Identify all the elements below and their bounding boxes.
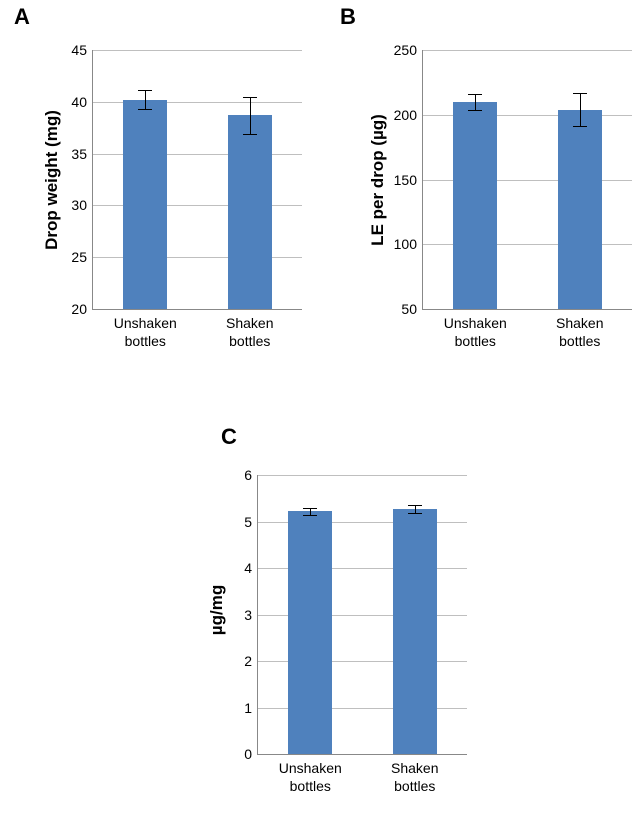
ytick-label: 250	[394, 42, 423, 58]
panel-c-label: C	[221, 424, 237, 450]
ytick-label: 6	[244, 467, 258, 483]
panel-b-plot: 50100150200250UnshakenbottlesShakenbottl…	[422, 50, 632, 310]
ytick-label: 20	[71, 301, 93, 317]
panel-a-plot: 202530354045UnshakenbottlesShakenbottles	[92, 50, 302, 310]
panel-c: C µg/mg 0123456UnshakenbottlesShakenbott…	[165, 420, 485, 820]
ytick-label: 200	[394, 107, 423, 123]
panel-c-ylabel: µg/mg	[207, 530, 227, 690]
xtick-label: Unshakenbottles	[258, 754, 363, 795]
ytick-label: 3	[244, 607, 258, 623]
ytick-label: 35	[71, 146, 93, 162]
bar	[228, 115, 272, 309]
ytick-label: 40	[71, 94, 93, 110]
xtick-label: Shakenbottles	[198, 309, 303, 350]
bar	[453, 102, 497, 309]
ytick-label: 100	[394, 236, 423, 252]
xtick-label: Unshakenbottles	[423, 309, 528, 350]
ytick-label: 150	[394, 172, 423, 188]
bar	[288, 511, 332, 754]
ytick-label: 1	[244, 700, 258, 716]
xtick-label: Shakenbottles	[363, 754, 468, 795]
ytick-label: 30	[71, 197, 93, 213]
ytick-label: 50	[401, 301, 423, 317]
xtick-label: Shakenbottles	[528, 309, 633, 350]
panel-b-label: B	[340, 4, 356, 30]
panel-b-ylabel: LE per drop (µg)	[368, 80, 388, 280]
bar	[393, 509, 437, 754]
panel-a-label: A	[14, 4, 30, 30]
bar	[123, 100, 167, 309]
panel-a-ylabel: Drop weight (mg)	[42, 80, 62, 280]
ytick-label: 2	[244, 653, 258, 669]
ytick-label: 4	[244, 560, 258, 576]
panel-b: B LE per drop (µg) 50100150200250Unshake…	[330, 0, 642, 380]
panel-a: A Drop weight (mg) 202530354045Unshakenb…	[0, 0, 320, 380]
ytick-label: 45	[71, 42, 93, 58]
panel-c-plot: 0123456UnshakenbottlesShakenbottles	[257, 475, 467, 755]
gridline	[93, 50, 302, 51]
ytick-label: 5	[244, 514, 258, 530]
bar	[558, 110, 602, 309]
gridline	[258, 475, 467, 476]
ytick-label: 25	[71, 249, 93, 265]
gridline	[423, 50, 632, 51]
ytick-label: 0	[244, 746, 258, 762]
xtick-label: Unshakenbottles	[93, 309, 198, 350]
